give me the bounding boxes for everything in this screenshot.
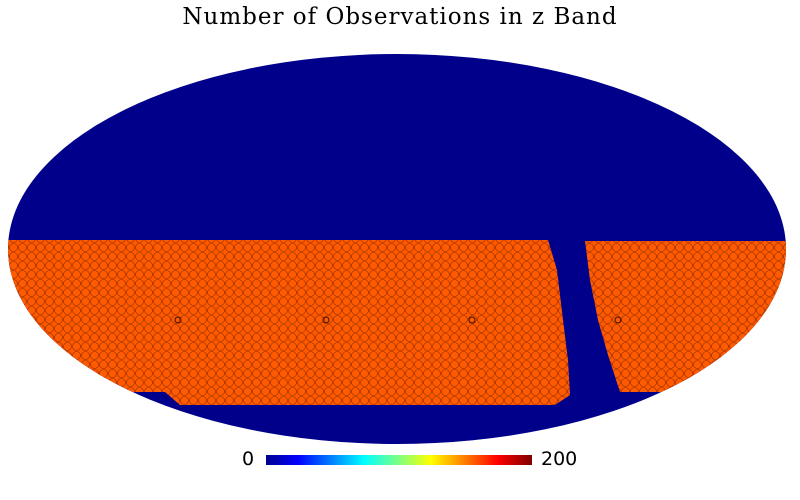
colorbar-min-label: 0	[242, 448, 255, 470]
pointing-center-4	[614, 316, 622, 324]
colorbar	[266, 455, 532, 465]
observed-footprint	[8, 240, 786, 405]
pointing-center-3	[468, 316, 476, 324]
pointing-center-2	[322, 316, 330, 324]
colorbar-max-label: 200	[541, 448, 578, 470]
pointing-center-1	[174, 316, 182, 324]
footprint-west	[8, 240, 570, 405]
map-title: Number of Observations in z Band	[182, 4, 618, 30]
survey-pointing-centers	[174, 316, 622, 324]
footprint-east	[585, 241, 786, 392]
